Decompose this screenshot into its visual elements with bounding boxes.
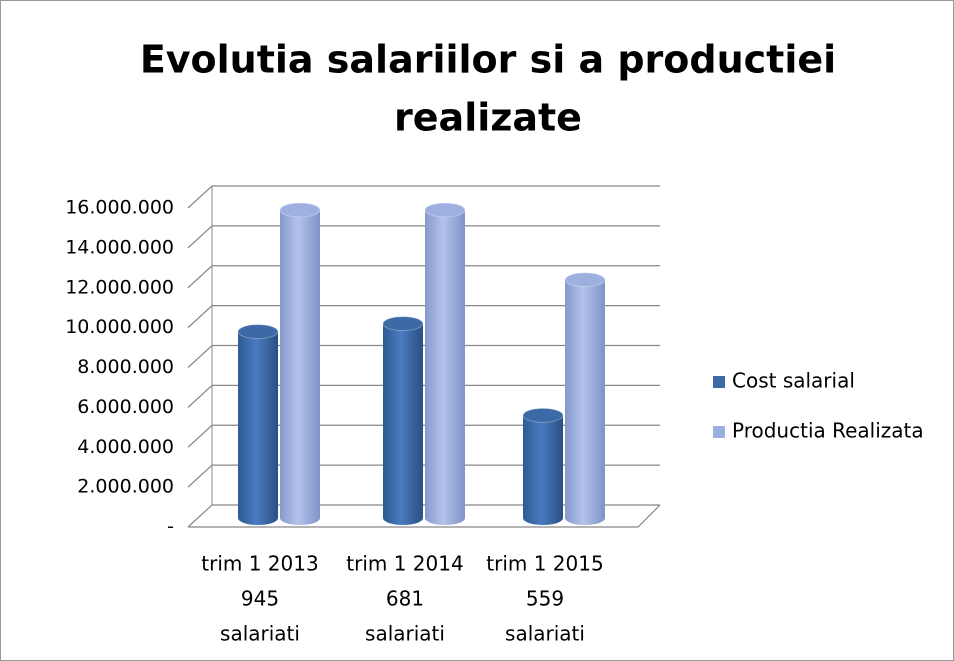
legend-label: Cost salarial xyxy=(732,369,855,393)
y-tick-label: - xyxy=(167,516,174,538)
bar-body xyxy=(425,209,465,518)
x-tick-label: 559 xyxy=(526,587,564,611)
legend-label: Productia Realizata xyxy=(732,419,924,443)
bar-top xyxy=(237,324,279,340)
grid-line xyxy=(187,225,660,249)
chart-title: realizate xyxy=(394,96,582,140)
y-tick-label: 6.000.000 xyxy=(77,396,174,418)
bar-top xyxy=(522,407,564,423)
x-tick-label: 681 xyxy=(386,587,424,611)
bar-body xyxy=(383,323,423,518)
grid-line xyxy=(187,185,660,209)
y-tick-label: 16.000.000 xyxy=(65,197,174,219)
bar-top xyxy=(424,202,466,218)
x-tick-label: trim 1 2014 xyxy=(346,552,463,576)
x-tick-label: trim 1 2015 xyxy=(486,552,603,576)
bar xyxy=(522,407,564,525)
bar-top xyxy=(382,316,424,332)
y-tick-label: 2.000.000 xyxy=(77,476,174,498)
grid-line xyxy=(187,504,660,528)
grid-line xyxy=(187,305,660,329)
bar-top xyxy=(564,272,606,288)
x-tick-label: salariati xyxy=(365,622,445,646)
legend-swatch xyxy=(713,376,725,388)
y-tick-label: 4.000.000 xyxy=(77,436,174,458)
floor-edge xyxy=(188,504,661,528)
bar-body xyxy=(565,279,605,518)
bar xyxy=(382,316,424,525)
bar-top xyxy=(279,202,321,218)
y-tick-label: 12.000.000 xyxy=(65,276,174,298)
y-tick-label: 10.000.000 xyxy=(65,316,174,338)
x-tick-label: 945 xyxy=(241,587,279,611)
grid-line xyxy=(187,265,660,289)
y-tick-label: 8.000.000 xyxy=(77,356,174,378)
bar xyxy=(424,202,466,525)
x-tick-label: salariati xyxy=(505,622,585,646)
bar-body xyxy=(523,415,563,518)
bar-body xyxy=(280,209,320,518)
bar xyxy=(279,202,321,525)
legend-swatch xyxy=(713,426,725,438)
bar xyxy=(237,324,279,525)
x-tick-label: salariati xyxy=(220,622,300,646)
grid-line xyxy=(187,344,660,368)
x-tick-label: trim 1 2013 xyxy=(201,552,318,576)
grid-line xyxy=(187,384,660,408)
bar xyxy=(564,272,606,525)
chart-title: Evolutia salariilor si a productiei xyxy=(140,38,836,82)
y-tick-label: 14.000.000 xyxy=(65,236,174,258)
grid-line xyxy=(187,464,660,488)
grid-line xyxy=(187,424,660,448)
bar-body xyxy=(238,331,278,518)
